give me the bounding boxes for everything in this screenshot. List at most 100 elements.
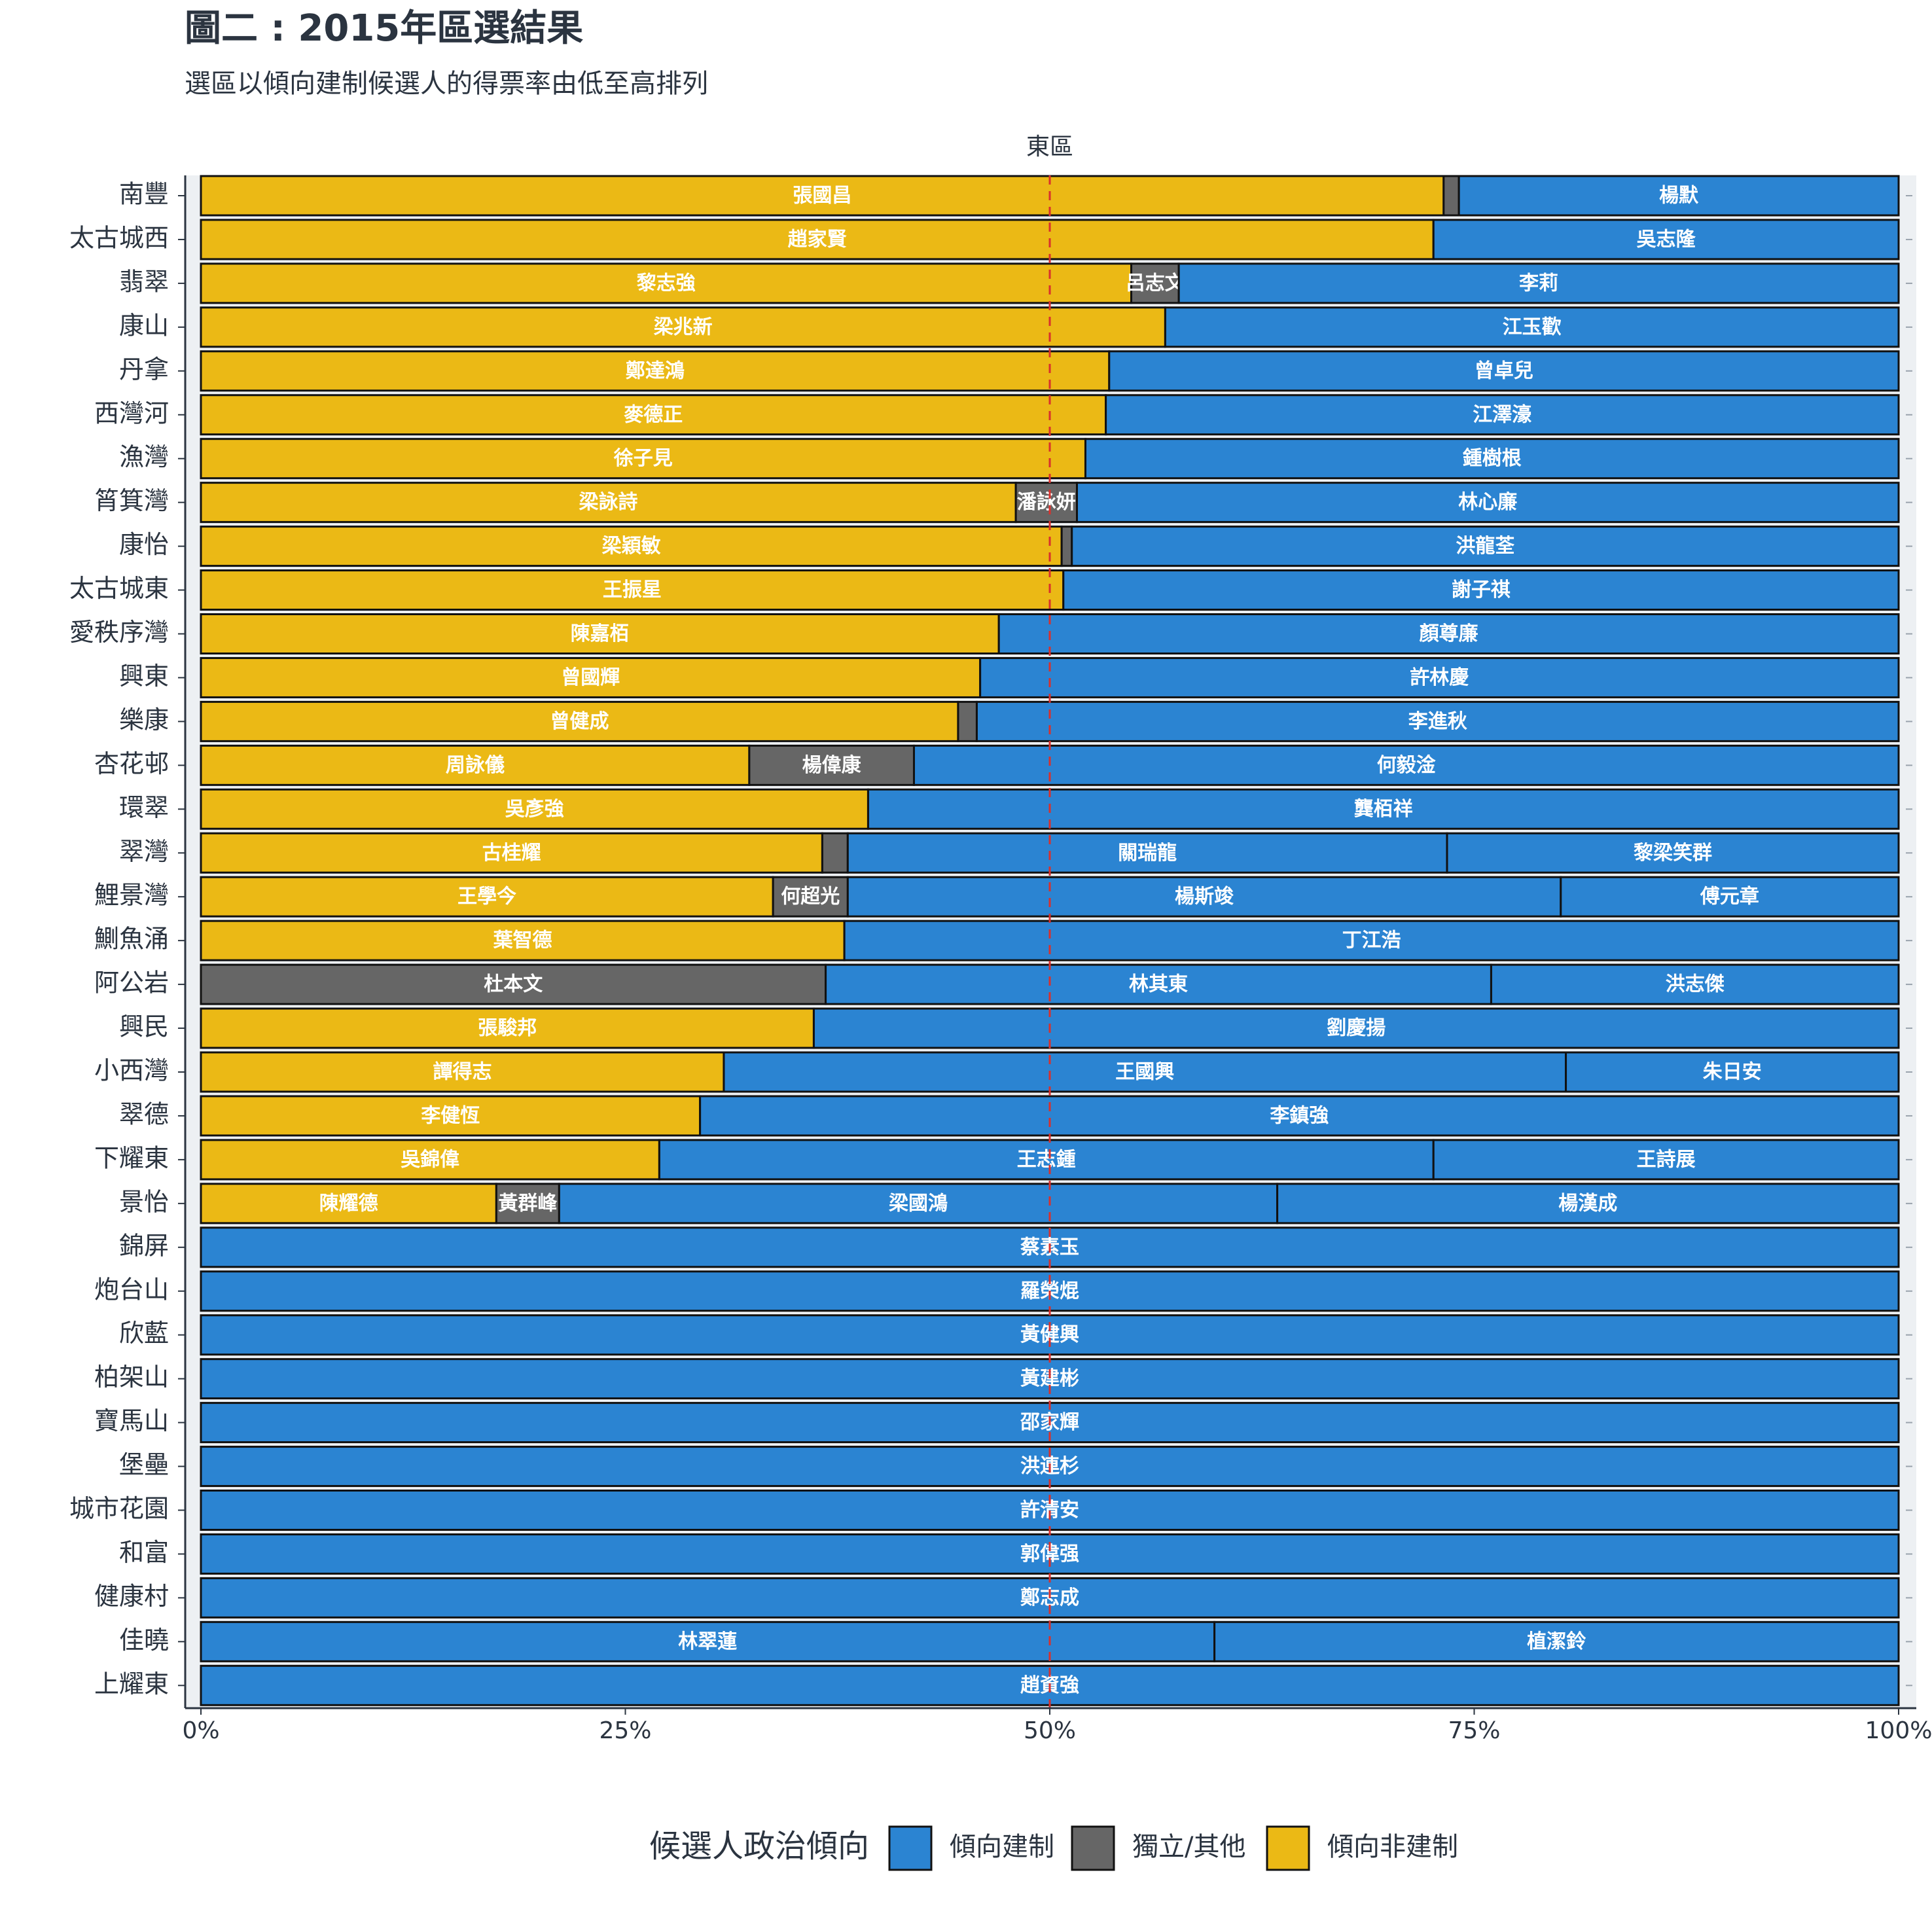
y-tick-label: 欣藍 xyxy=(119,1319,169,1348)
segment-label: 趙家賢 xyxy=(788,228,848,251)
segment-label: 林翠蓮 xyxy=(678,1630,737,1653)
segment-label: 吳志隆 xyxy=(1637,228,1696,251)
y-tick-label: 佳曉 xyxy=(119,1626,169,1655)
y-tick-label: 興東 xyxy=(119,662,169,690)
bar-segment xyxy=(1432,219,1900,260)
y-tick-label: 寶馬山 xyxy=(94,1406,169,1435)
y-tick-label: 太古城西 xyxy=(69,223,169,252)
bar-segment xyxy=(200,1051,725,1093)
y-tick-label: 太古城東 xyxy=(69,574,169,603)
segment-label: 葉智德 xyxy=(493,929,552,952)
bar-segment xyxy=(200,788,869,830)
y-tick-label: 下耀東 xyxy=(94,1143,169,1172)
segment-label: 洪志傑 xyxy=(1666,973,1725,996)
bar-segment xyxy=(1164,306,1900,348)
y-tick-label: 康怡 xyxy=(119,530,169,559)
segment-label: 謝子祺 xyxy=(1452,579,1511,601)
segment-label: 楊偉康 xyxy=(802,754,862,777)
bar-segment xyxy=(200,700,959,742)
y-tick-label: 鰂魚涌 xyxy=(94,925,169,954)
bar-segment xyxy=(912,744,1900,786)
segment-label: 龔栢祥 xyxy=(1354,798,1413,821)
segment-label: 陳嘉栢 xyxy=(571,622,630,645)
bar-segment xyxy=(200,832,823,874)
bar-segment xyxy=(1446,832,1900,874)
bar-segment xyxy=(1213,1620,1900,1662)
bar-segment xyxy=(1458,175,1900,217)
segment-label: 李鎮強 xyxy=(1270,1104,1329,1127)
bar-segment xyxy=(843,920,1900,961)
segment-label: 洪龍荃 xyxy=(1456,535,1514,558)
y-tick-label: 環翠 xyxy=(119,793,169,822)
bar-segment xyxy=(200,963,827,1005)
y-tick-label: 翠德 xyxy=(119,1100,169,1128)
segment-label: 楊默 xyxy=(1659,185,1699,207)
facet-label: 東區 xyxy=(1026,134,1073,160)
segment-label: 王志鍾 xyxy=(1017,1148,1076,1171)
bar-segment xyxy=(200,219,1435,260)
bar-segment xyxy=(825,963,1492,1005)
y-tick-label: 阿公岩 xyxy=(94,969,169,997)
x-tick-label: 75% xyxy=(1448,1717,1500,1744)
segment-label: 李莉 xyxy=(1519,272,1558,295)
bar-segment xyxy=(200,482,1017,524)
bar-segment xyxy=(997,613,1900,654)
segment-label: 陳耀德 xyxy=(319,1192,378,1215)
legend-swatch xyxy=(1071,1825,1115,1871)
y-tick-label: 健康村 xyxy=(94,1582,169,1611)
y-tick-label: 興民 xyxy=(119,1012,169,1041)
segment-label: 張國昌 xyxy=(793,185,851,207)
bar-segment xyxy=(200,394,1107,436)
y-tick-label: 南豐 xyxy=(119,180,169,209)
y-tick-label: 樂康 xyxy=(119,706,169,734)
bar-segment xyxy=(200,1095,702,1137)
bar-segment xyxy=(658,1139,1435,1181)
segment-label: 許林慶 xyxy=(1410,666,1469,689)
y-tick-label: 錦屏 xyxy=(119,1231,169,1260)
bar-segment xyxy=(200,1620,1216,1662)
legend-title: 候選人政治傾向 xyxy=(649,1828,869,1865)
bar-segment xyxy=(723,1051,1567,1093)
legend-label: 傾向非建制 xyxy=(1327,1832,1458,1862)
segment-label: 曾國輝 xyxy=(561,666,620,689)
legend-swatch xyxy=(1266,1825,1310,1871)
segment-label: 黃群峰 xyxy=(498,1192,557,1215)
segment-label: 周詠儀 xyxy=(446,754,505,777)
segment-label: 曾健成 xyxy=(550,710,609,733)
segment-label: 何毅淦 xyxy=(1377,754,1436,777)
segment-label: 吳彥強 xyxy=(505,798,564,821)
y-tick-label: 康山 xyxy=(119,311,169,340)
bar-segment xyxy=(1060,526,1073,567)
y-tick-label: 炮台山 xyxy=(94,1275,169,1304)
bar-segment xyxy=(200,613,1000,654)
chart-subtitle: 選區以傾向建制候選人的得票率由低至高排列 xyxy=(185,69,708,99)
x-tick-label: 25% xyxy=(599,1717,651,1744)
y-tick-label: 和富 xyxy=(119,1538,169,1567)
segment-label: 張駿邦 xyxy=(478,1017,537,1040)
segment-label: 傅元章 xyxy=(1700,885,1759,908)
y-tick-label: 杏花邨 xyxy=(94,749,169,778)
y-tick-label: 西灣河 xyxy=(94,399,169,427)
bar-segment xyxy=(200,306,1166,348)
bar-segment xyxy=(200,1314,1900,1356)
bar-segment xyxy=(1108,350,1900,392)
bar-segment xyxy=(975,700,1900,742)
segment-label: 鍾樹根 xyxy=(1463,447,1522,470)
chart-title: 圖二 : 2015年區選結果 xyxy=(185,7,583,50)
bar-segment xyxy=(495,1183,560,1225)
segment-label: 王學今 xyxy=(457,885,516,908)
bar-segment xyxy=(200,526,1063,567)
y-tick-label: 丹拿 xyxy=(119,355,169,384)
bar-segment xyxy=(979,656,1900,698)
y-tick-label: 愛秩序灣 xyxy=(69,618,169,647)
legend-label: 獨立/其他 xyxy=(1132,1832,1245,1862)
bar-segment xyxy=(1276,1183,1900,1225)
bar-segment xyxy=(957,700,978,742)
segment-label: 王詩展 xyxy=(1637,1148,1696,1171)
bar-segment xyxy=(1062,569,1900,611)
y-tick-label: 筲箕灣 xyxy=(94,486,169,515)
y-tick-label: 翠灣 xyxy=(119,837,169,866)
bar-segment xyxy=(1084,438,1900,480)
bar-segment xyxy=(867,788,1900,830)
segment-label: 楊漢成 xyxy=(1558,1192,1617,1215)
